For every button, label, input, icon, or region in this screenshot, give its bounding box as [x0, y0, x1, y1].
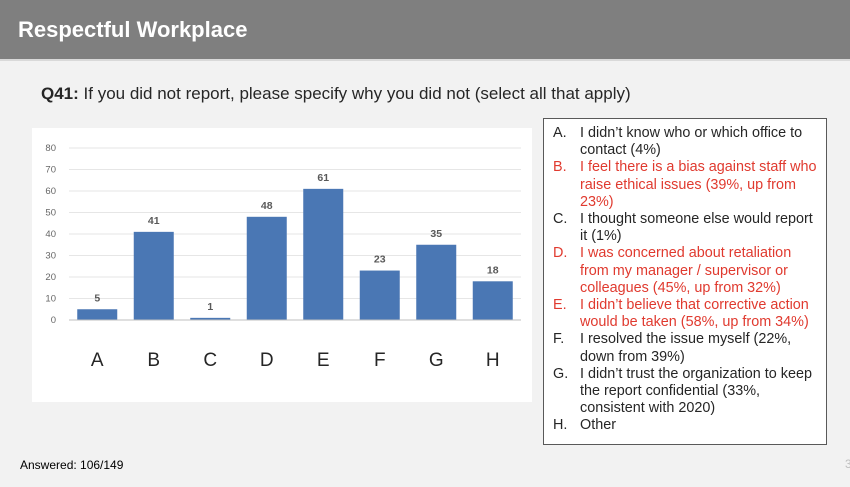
data-label: 61 [317, 172, 329, 184]
bar-chart: 0 10 20 30 40 50 60 70 80 5 A 41 B 1 C 48 D 61 E 23 F 35 G 18 H [45, 143, 521, 371]
y-tick-label: 40 [45, 229, 56, 240]
legend-letter: F. [553, 331, 565, 348]
legend-letter: H. [553, 417, 568, 434]
legend-item: G. I didn’t trust the organization to kee… [553, 366, 818, 418]
legend-item: E. I didn’t believe that corrective actio… [553, 297, 818, 331]
y-tick-label: 60 [45, 186, 56, 197]
legend-text: I was concerned about retaliation from m… [580, 245, 792, 296]
legend-text: I feel there is a bias against staff who… [580, 159, 817, 210]
legend-letter: D. [553, 245, 568, 262]
answered-count: Answered: 106/149 [20, 458, 124, 472]
data-label: 18 [487, 264, 499, 276]
legend-text: Other [580, 417, 616, 434]
legend-letter: A. [553, 125, 567, 141]
bar [303, 188, 344, 320]
data-label: 48 [261, 200, 273, 212]
question-number: Q41: [41, 84, 79, 103]
legend-item: F. I resolved the issue myself (22%, down… [553, 331, 818, 365]
y-tick-label: 10 [45, 294, 56, 305]
title-bar: Respectful Workplace [0, 0, 850, 61]
legend-item: C. I thought someone else would report it… [553, 211, 818, 245]
legend-text: I didn’t know who or which office to con… [580, 125, 803, 159]
bar [472, 281, 513, 320]
answer-legend: A. I didn’t know who or which office to c… [543, 118, 827, 445]
chart-panel: 0 10 20 30 40 50 60 70 80 5 A 41 B 1 C 48 D 61 E 23 F 35 G 18 H [32, 128, 532, 402]
x-tick-label: F [374, 350, 386, 371]
x-tick-label: H [486, 350, 500, 371]
bar [190, 317, 231, 320]
x-tick-label: D [260, 350, 274, 371]
legend-text: I didn’t trust the organization to keep … [580, 365, 812, 417]
legend-text: I didn’t believe that corrective action … [580, 297, 809, 331]
y-tick-label: 50 [45, 208, 56, 219]
data-label: 41 [148, 215, 160, 227]
y-tick-label: 20 [45, 272, 56, 283]
y-tick-label: 70 [45, 165, 56, 176]
legend-text: I thought someone else would report it (… [580, 211, 813, 245]
data-label: 35 [430, 228, 442, 240]
question-body: If you did not report, please specify wh… [78, 84, 631, 103]
y-tick-label: 0 [51, 315, 56, 326]
legend-letter: E. [553, 297, 567, 314]
page-number: 3 [845, 457, 850, 471]
legend-item: H. Other [553, 417, 818, 434]
page-title: Respectful Workplace [18, 17, 248, 42]
x-tick-label: B [147, 350, 160, 371]
bar [77, 309, 118, 320]
legend-text: I resolved the issue myself (22%, down f… [580, 331, 792, 365]
bar [416, 244, 457, 320]
bar [359, 270, 400, 320]
y-tick-label: 80 [45, 143, 56, 154]
legend-item: A. I didn’t know who or which office to c… [553, 125, 818, 159]
legend-item: B. I feel there is a bias against staff w… [553, 159, 818, 211]
x-tick-label: E [317, 350, 330, 371]
x-tick-label: A [91, 350, 104, 371]
data-label: 5 [94, 292, 100, 304]
bar [133, 231, 174, 320]
x-tick-label: C [203, 350, 217, 371]
bar [246, 216, 287, 320]
legend-letter: C. [553, 211, 568, 228]
question-text: Q41: If you did not report, please speci… [41, 84, 631, 104]
legend-letter: G. [553, 365, 569, 382]
x-tick-label: G [429, 350, 444, 371]
data-label: 23 [374, 254, 386, 266]
legend-item: D. I was concerned about retaliation from… [553, 245, 818, 297]
y-tick-label: 30 [45, 251, 56, 262]
data-label: 1 [207, 301, 213, 313]
legend-letter: B. [553, 159, 567, 176]
